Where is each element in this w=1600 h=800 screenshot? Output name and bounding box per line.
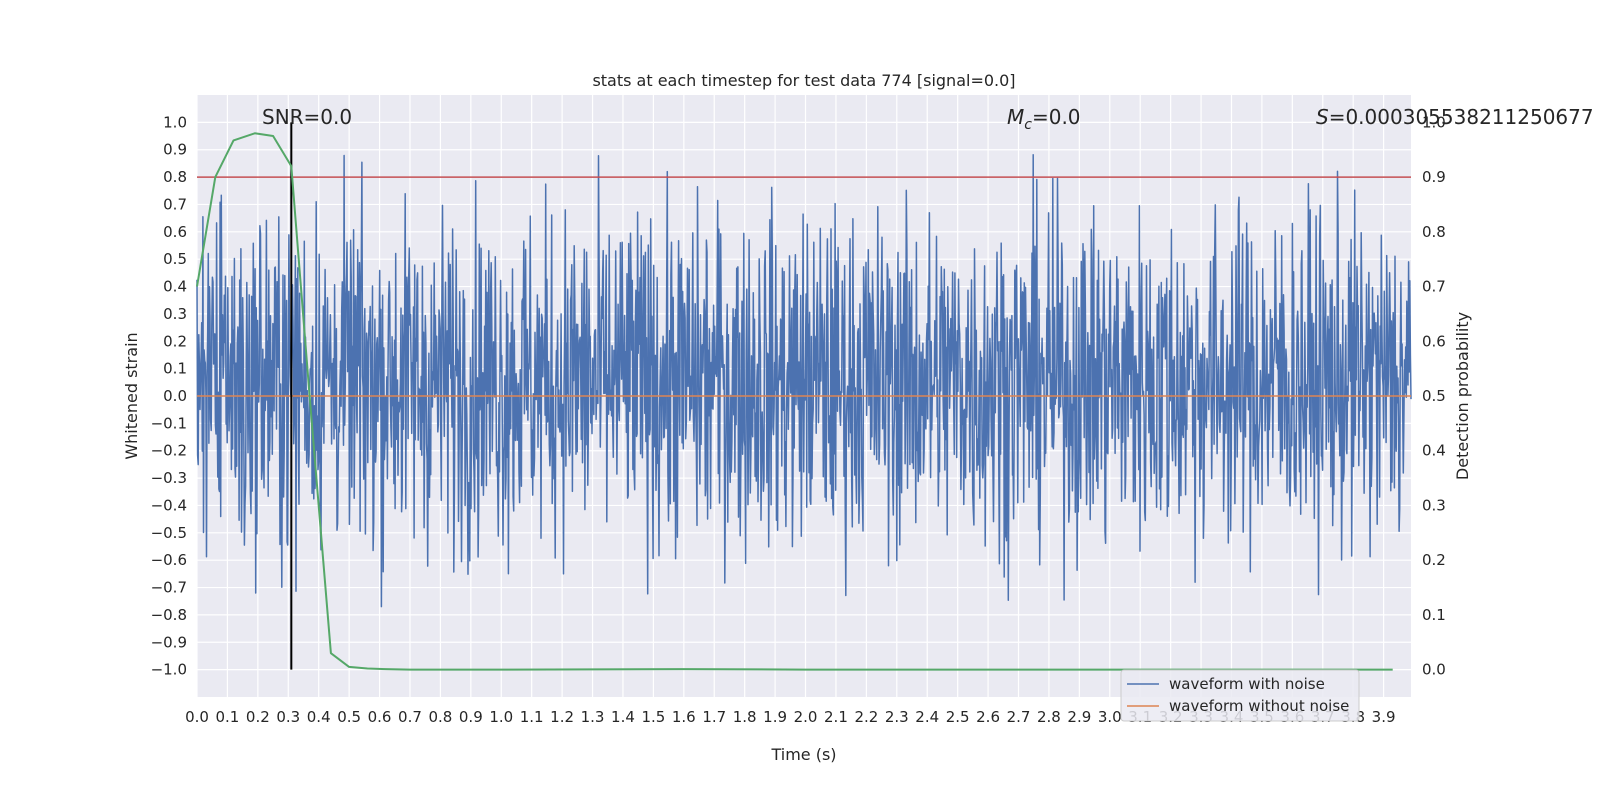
y2-tick-label: 0.8 bbox=[1422, 223, 1446, 241]
x-tick-label: 1.7 bbox=[702, 708, 726, 726]
x-tick-label: 0.9 bbox=[459, 708, 483, 726]
x-tick-label: 2.9 bbox=[1067, 708, 1091, 726]
chirp-mass-symbol: M bbox=[1007, 105, 1024, 129]
x-tick-label: 2.2 bbox=[854, 708, 878, 726]
x-tick-label: 1.5 bbox=[641, 708, 665, 726]
y-tick-label: 0.9 bbox=[163, 141, 187, 159]
y-tick-label: −0.1 bbox=[151, 414, 187, 432]
chirp-mass-value: =0.0 bbox=[1032, 105, 1081, 129]
y-tick-label: −0.8 bbox=[151, 606, 187, 624]
y-tick-label: 1.0 bbox=[163, 113, 187, 131]
y-tick-label: −0.7 bbox=[151, 579, 187, 597]
x-tick-label: 3.9 bbox=[1372, 708, 1396, 726]
x-tick-label: 2.5 bbox=[946, 708, 970, 726]
x-tick-label: 0.4 bbox=[307, 708, 331, 726]
y-tick-label: 0.2 bbox=[163, 332, 187, 350]
x-tick-label: 2.4 bbox=[915, 708, 939, 726]
s-value: =0.000305538211250677 bbox=[1329, 105, 1594, 129]
x-tick-label: 1.9 bbox=[763, 708, 787, 726]
y2-tick-label: 1.0 bbox=[1422, 113, 1446, 131]
y-tick-label: −0.5 bbox=[151, 524, 187, 542]
x-tick-label: 2.8 bbox=[1037, 708, 1061, 726]
y-tick-label: 0.8 bbox=[163, 168, 187, 186]
chirp-mass-subscript: c bbox=[1024, 117, 1032, 133]
chirp-mass-annotation: Mc=0.0 bbox=[1007, 105, 1081, 133]
x-tick-label: 2.0 bbox=[794, 708, 818, 726]
x-tick-label: 0.3 bbox=[276, 708, 300, 726]
noise-waveform-line bbox=[196, 153, 1412, 608]
x-tick-label: 0.6 bbox=[368, 708, 392, 726]
y-tick-label: −0.9 bbox=[151, 633, 187, 651]
y2-tick-label: 0.2 bbox=[1422, 551, 1446, 569]
y-tick-label: −0.4 bbox=[151, 496, 187, 514]
x-tick-label: 1.4 bbox=[611, 708, 635, 726]
x-tick-label: 0.7 bbox=[398, 708, 422, 726]
y2-tick-label: 0.4 bbox=[1422, 442, 1446, 460]
x-tick-label: 0.2 bbox=[246, 708, 270, 726]
x-tick-label: 1.1 bbox=[520, 708, 544, 726]
x-tick-label: 3.0 bbox=[1098, 708, 1122, 726]
x-tick-label: 0.0 bbox=[185, 708, 209, 726]
x-tick-label: 0.5 bbox=[337, 708, 361, 726]
detection-probability-line bbox=[196, 132, 1393, 671]
x-tick-label: 0.8 bbox=[428, 708, 452, 726]
legend: waveform with noise waveform without noi… bbox=[1120, 669, 1360, 722]
y-tick-label: −0.2 bbox=[151, 442, 187, 460]
legend-label-with-noise: waveform with noise bbox=[1169, 675, 1325, 693]
y2-tick-label: 0.6 bbox=[1422, 332, 1446, 350]
legend-box bbox=[1120, 669, 1360, 722]
x-tick-label: 1.8 bbox=[733, 708, 757, 726]
y-tick-label: 0.6 bbox=[163, 223, 187, 241]
s-symbol: S bbox=[1316, 105, 1329, 129]
x-tick-label: 2.1 bbox=[824, 708, 848, 726]
x-tick-label: 2.3 bbox=[885, 708, 909, 726]
y2-axis-label: Detection probability bbox=[1453, 312, 1472, 480]
y-tick-label: 0.3 bbox=[163, 305, 187, 323]
y-tick-label: 0.7 bbox=[163, 195, 187, 213]
chart-title: stats at each timestep for test data 774… bbox=[592, 71, 1015, 90]
y2-tick-label: 0.0 bbox=[1422, 661, 1446, 679]
x-tick-label: 2.6 bbox=[976, 708, 1000, 726]
y2-tick-label: 0.7 bbox=[1422, 278, 1446, 296]
y-tick-label: 0.4 bbox=[163, 278, 187, 296]
y2-tick-label: 0.9 bbox=[1422, 168, 1446, 186]
snr-annotation: SNR=0.0 bbox=[262, 105, 352, 129]
y2-tick-label: 0.1 bbox=[1422, 606, 1446, 624]
y-tick-label: 0.1 bbox=[163, 360, 187, 378]
x-tick-label: 1.2 bbox=[550, 708, 574, 726]
overlay-lines bbox=[196, 122, 1411, 671]
y-tick-label: 0.5 bbox=[163, 250, 187, 268]
y-tick-label: 0.0 bbox=[163, 387, 187, 405]
y2-tick-label: 0.5 bbox=[1422, 387, 1446, 405]
x-tick-label: 1.3 bbox=[581, 708, 605, 726]
x-tick-label: 1.0 bbox=[489, 708, 513, 726]
y-tick-label: −0.3 bbox=[151, 469, 187, 487]
x-tick-label: 0.1 bbox=[215, 708, 239, 726]
s-statistic-annotation: S=0.000305538211250677 bbox=[1316, 105, 1594, 129]
x-axis-label: Time (s) bbox=[770, 745, 836, 764]
y-tick-label: −1.0 bbox=[151, 661, 187, 679]
y2-tick-label: 0.3 bbox=[1422, 496, 1446, 514]
x-tick-label: 1.6 bbox=[672, 708, 696, 726]
y-axis-label: Whitened strain bbox=[122, 332, 141, 459]
legend-label-without-noise: waveform without noise bbox=[1169, 697, 1349, 715]
x-tick-label: 2.7 bbox=[1007, 708, 1031, 726]
waveform-with-noise-series bbox=[196, 153, 1412, 608]
y-tick-label: −0.6 bbox=[151, 551, 187, 569]
